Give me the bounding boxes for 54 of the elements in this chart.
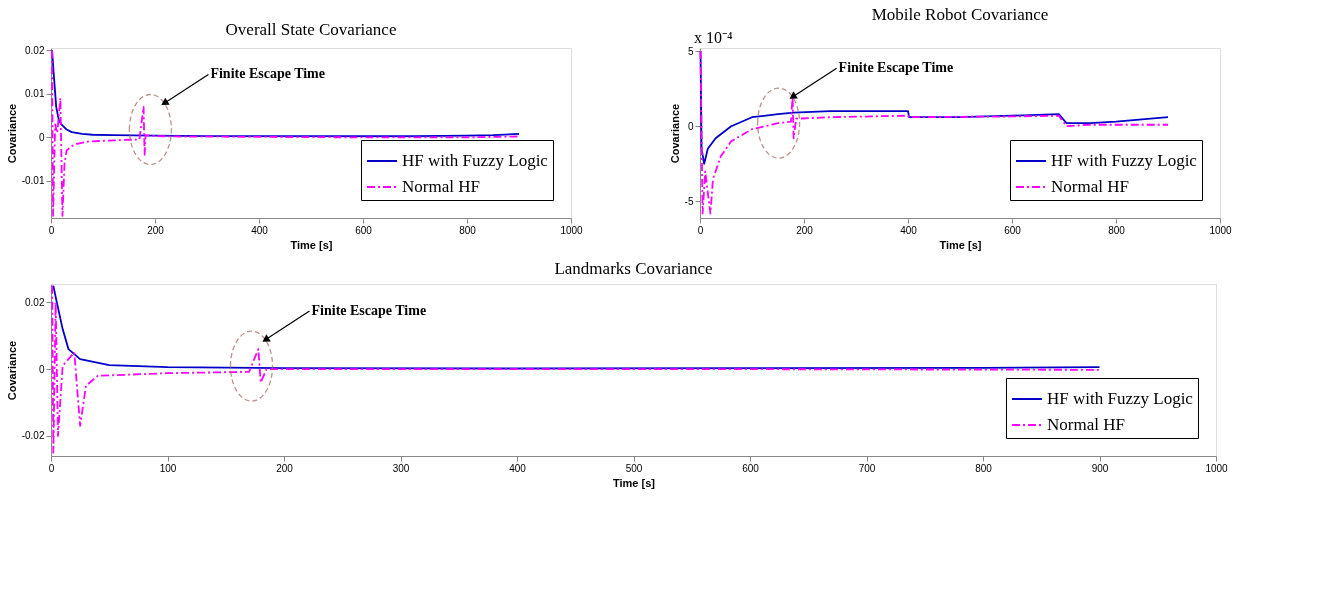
- legend-label: Normal HF: [402, 177, 480, 196]
- x-tick-label: 200: [796, 224, 814, 236]
- y-tick-label: -5: [684, 195, 694, 207]
- chart-title: Landmarks Covariance: [554, 259, 713, 278]
- y-tick-label: 5: [687, 45, 694, 57]
- legend-label: HF with Fuzzy Logic: [402, 151, 549, 170]
- y-tick-label: 0.02: [25, 44, 45, 56]
- x-tick-label: 200: [276, 462, 294, 474]
- x-tick-label: 1000: [560, 224, 584, 236]
- x-axis-title: Time [s]: [613, 476, 656, 489]
- legend-label: Normal HF: [1047, 415, 1125, 434]
- y-tick-label: 0.02: [25, 296, 45, 308]
- x-tick-label: 300: [392, 462, 410, 474]
- y-axis-title: Covariance: [5, 340, 18, 401]
- y-tick-label: 0.01: [25, 88, 45, 100]
- y-tick-label: 0: [687, 120, 694, 132]
- x-tick-label: 600: [742, 462, 760, 474]
- x-tick-label: 0: [697, 224, 704, 236]
- x-tick-label: 800: [459, 224, 477, 236]
- x-tick-label: 700: [858, 462, 876, 474]
- line-series: [51, 284, 1101, 454]
- x-tick-label: 800: [1108, 224, 1126, 236]
- y-tick-label: -0.02: [21, 430, 45, 442]
- x-tick-label: 600: [355, 224, 373, 236]
- x-tick-label: 600: [1004, 224, 1022, 236]
- annotation: Finite Escape Time: [311, 303, 427, 319]
- x-tick-label: 1000: [1205, 462, 1229, 474]
- x-tick-label: 900: [1091, 462, 1109, 474]
- x-tick-label: 200: [147, 224, 165, 236]
- annotation: Finite Escape Time: [838, 60, 954, 76]
- y-tick-label: 0: [38, 363, 45, 375]
- chart-title: Mobile Robot Covariance: [871, 5, 1049, 24]
- x-tick-label: 0: [48, 462, 55, 474]
- y-axis-title: Covariance: [668, 103, 681, 164]
- x-axis-title: Time [s]: [290, 238, 333, 251]
- x-tick-label: 800: [975, 462, 993, 474]
- y-tick-label: -0.01: [21, 175, 45, 187]
- legend-label: HF with Fuzzy Logic: [1051, 151, 1198, 170]
- annotation: Finite Escape Time: [210, 66, 325, 82]
- x-tick-label: 100: [159, 462, 177, 474]
- chart-title: Overall State Covariance: [225, 20, 397, 40]
- line-series: [52, 284, 1101, 370]
- y-tick-label: 0: [38, 131, 45, 143]
- x-axis-title: Time [s]: [939, 238, 982, 251]
- legend-label: HF with Fuzzy Logic: [1047, 389, 1194, 408]
- x-tick-label: 400: [509, 462, 527, 474]
- text: x 10⁻⁴: [694, 29, 733, 46]
- x-tick-label: 0: [48, 224, 55, 236]
- x-tick-label: 400: [900, 224, 918, 236]
- x-tick-label: 500: [625, 462, 643, 474]
- x-tick-label: 400: [251, 224, 269, 236]
- x-tick-label: 1000: [1209, 224, 1233, 236]
- y-axis-title: Covariance: [5, 103, 18, 164]
- legend-label: Normal HF: [1051, 177, 1129, 196]
